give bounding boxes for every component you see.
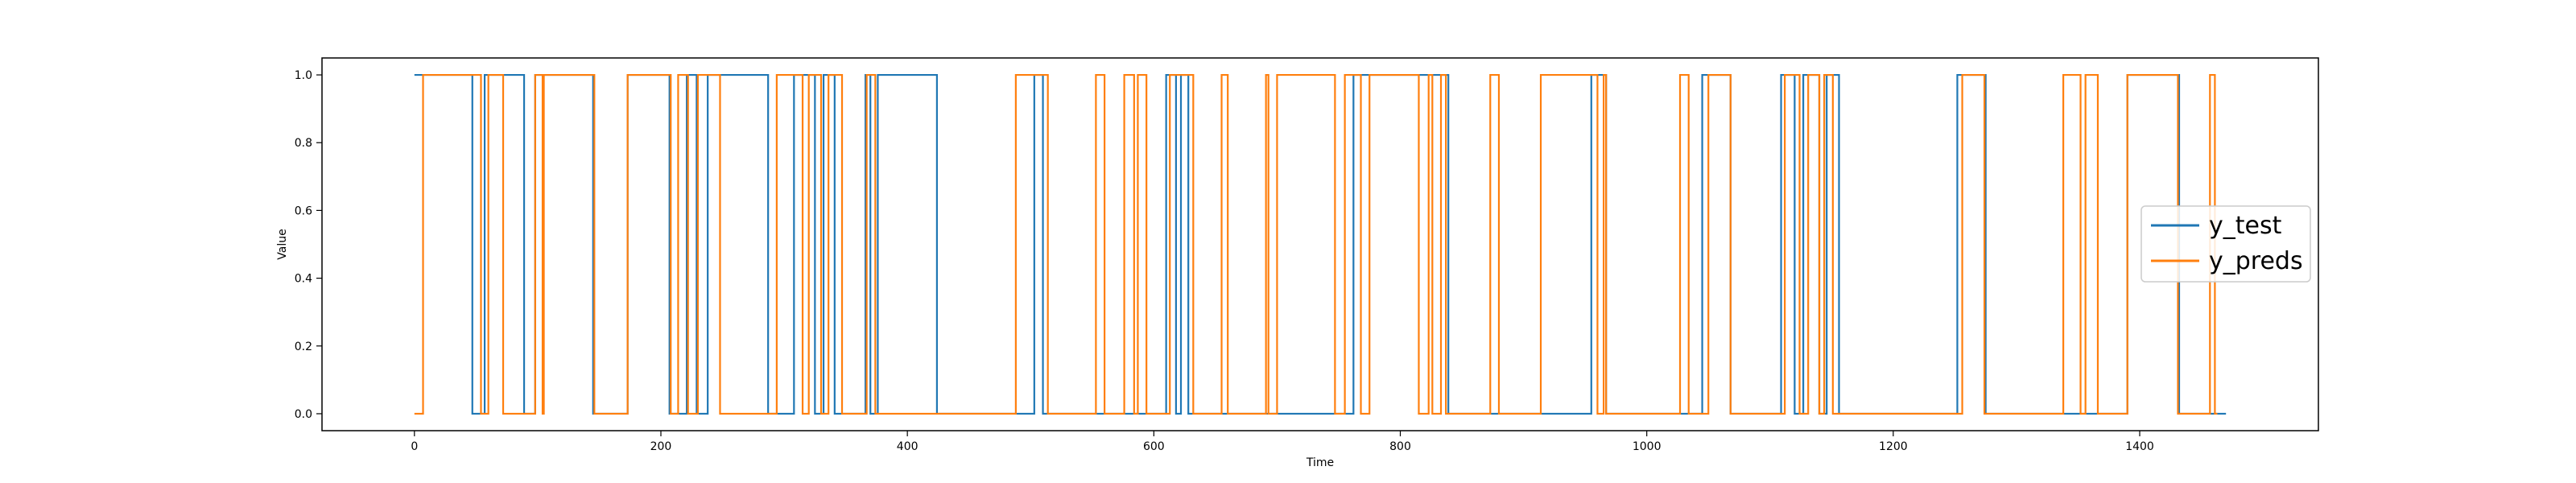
y-tick-label: 0.8 <box>295 137 312 150</box>
x-tick-label: 1000 <box>1633 440 1662 453</box>
y-axis: 0.0 0.2 0.4 0.6 0.8 1.0 <box>295 69 322 421</box>
x-tick-label: 600 <box>1143 440 1165 453</box>
x-tick-label: 1200 <box>1879 440 1908 453</box>
legend-label-y-test: y_test <box>2209 212 2282 240</box>
series-layer <box>414 73 2227 415</box>
x-axis: 0 200 400 600 800 1000 1200 1400 <box>411 431 2154 453</box>
y-tick-label: 0.0 <box>295 408 312 421</box>
x-axis-label: Time <box>1306 456 1334 469</box>
x-tick-label: 1400 <box>2125 440 2154 453</box>
y-axis-label: Value <box>276 229 289 259</box>
y-tick-label: 1.0 <box>295 69 312 82</box>
legend: y_test y_preds <box>2140 205 2311 283</box>
y-tick-label: 0.4 <box>295 273 312 286</box>
x-tick-label: 0 <box>411 440 418 453</box>
y-tick-label: 0.2 <box>295 341 312 353</box>
legend-label-y-preds: y_preds <box>2209 247 2303 275</box>
axes-frame <box>321 57 2319 431</box>
x-tick-label: 200 <box>650 440 672 453</box>
series-line-y-preds <box>414 73 2218 415</box>
x-tick-label: 400 <box>897 440 919 453</box>
x-tick-label: 800 <box>1389 440 1411 453</box>
y-tick-label: 0.6 <box>295 204 312 217</box>
